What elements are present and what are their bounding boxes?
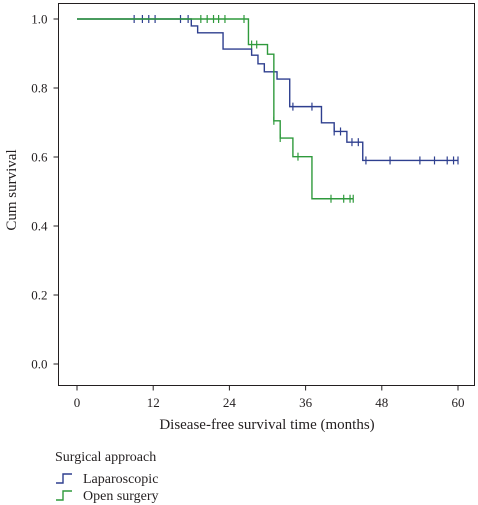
series-layer — [77, 15, 459, 203]
x-tick-label: 12 — [147, 395, 160, 410]
x-tick-label: 24 — [223, 395, 237, 410]
x-axis-title: Disease-free survival time (months) — [159, 417, 374, 433]
x-tick-label: 36 — [299, 395, 313, 410]
y-tick-label: 0.8 — [31, 81, 47, 96]
y-axis-title: Cum survival — [4, 149, 20, 230]
legend-entry: Open surgery — [56, 489, 159, 504]
axis-ticks: 0 12 24 36 48 60 0.0 0.2 0.4 0.6 0.8 1.0 — [31, 12, 464, 411]
y-tick-label: 0.6 — [31, 150, 48, 165]
y-tick-label: 0.2 — [31, 288, 47, 303]
legend-label: Laparoscopic — [83, 472, 158, 487]
x-tick-label: 0 — [74, 395, 81, 410]
legend-entry: Laparoscopic — [56, 472, 158, 487]
plot-frame — [58, 3, 475, 386]
survival-curve — [77, 18, 458, 162]
y-tick-label: 1.0 — [31, 12, 47, 27]
legend-title: Surgical approach — [55, 450, 156, 465]
y-tick-label: 0.0 — [31, 357, 47, 372]
legend-label: Open surgery — [83, 489, 159, 504]
legend-swatch — [56, 490, 72, 501]
legend-swatch — [56, 473, 72, 484]
series-open-surgery — [77, 15, 354, 203]
y-tick-label: 0.4 — [31, 219, 48, 234]
legend: Surgical approach Laparoscopic Open surge… — [55, 450, 159, 504]
x-tick-label: 60 — [452, 395, 465, 410]
series-laparoscopic — [77, 15, 459, 165]
x-tick-label: 48 — [375, 395, 388, 410]
